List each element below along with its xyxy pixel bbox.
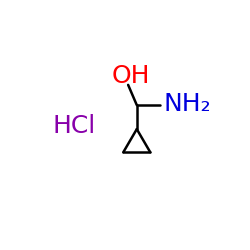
Text: OH: OH bbox=[112, 64, 150, 88]
Text: HCl: HCl bbox=[52, 114, 96, 138]
Text: NH₂: NH₂ bbox=[164, 92, 211, 116]
